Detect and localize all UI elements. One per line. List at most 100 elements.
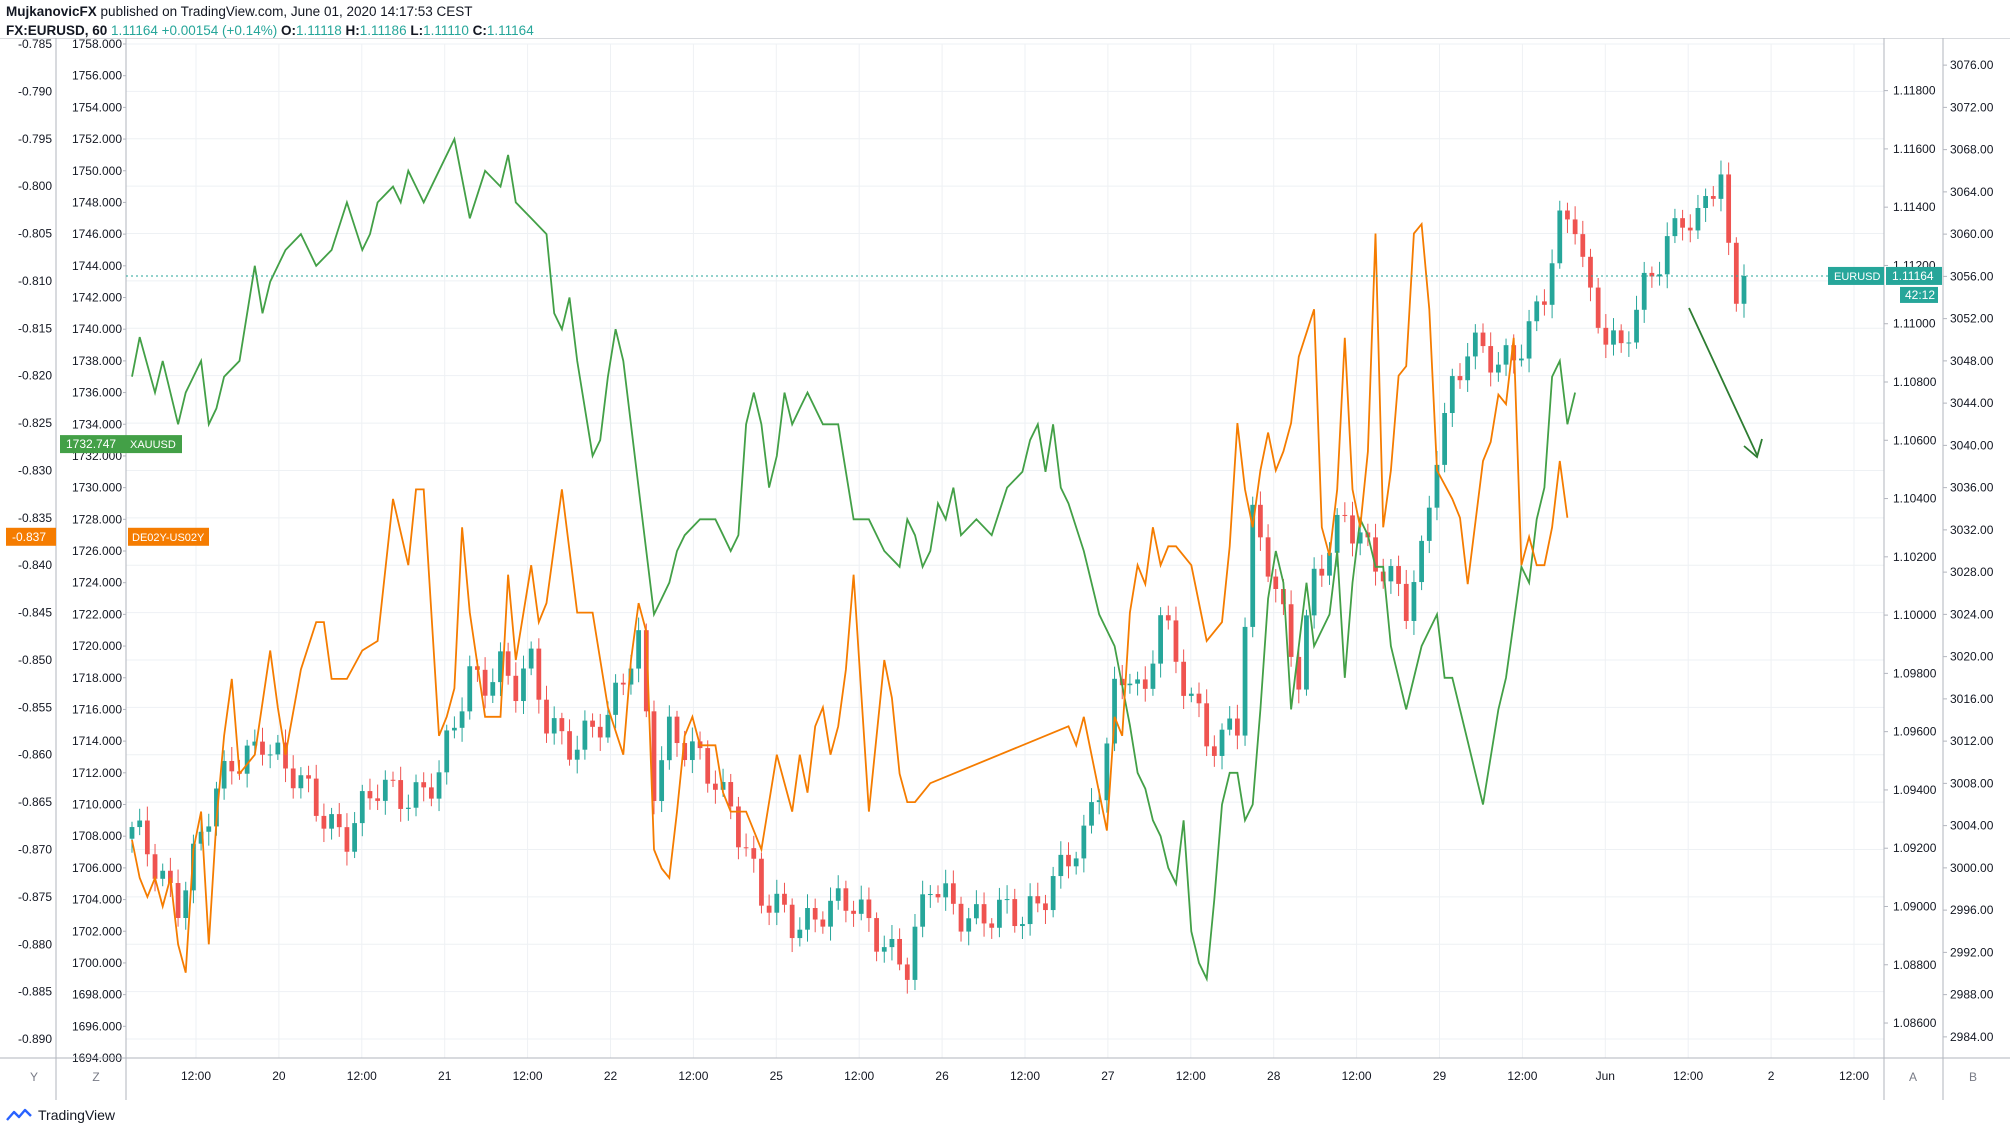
eurusd-price-value: 1.11164	[1892, 269, 1934, 283]
right-outer-tick-label: 3016.00	[1950, 692, 1994, 706]
candle-body	[260, 741, 265, 755]
right-outer-tick-label: 3004.00	[1950, 819, 1994, 833]
spread-series-name: DE02Y-US02Y	[132, 532, 205, 544]
candle-body	[1342, 514, 1348, 516]
candle-body	[352, 823, 357, 852]
left-inner-tick-label: 1726.000	[72, 544, 122, 558]
chart-canvas[interactable]: 12:00 20 12:00 21 12:00 22 12:00 25 12:00 26 12:00…	[0, 38, 2010, 1100]
left-inner-tick-label: 1748.000	[72, 195, 122, 209]
candle-body	[1050, 876, 1056, 911]
candle-body	[528, 648, 534, 669]
left-outer-tick-label: -0.845	[18, 606, 52, 620]
candle-body	[144, 820, 150, 855]
candle-body	[1357, 532, 1363, 544]
candle-body	[490, 682, 496, 696]
candle-body	[198, 831, 204, 844]
candle-body	[452, 727, 457, 731]
candle-body	[574, 749, 580, 760]
candle-body	[1035, 896, 1041, 904]
left-inner-tick-label: 1752.000	[72, 132, 122, 146]
candle-body	[674, 716, 680, 744]
candle-body	[812, 908, 818, 920]
candle-body	[851, 910, 856, 914]
x-tick-label: 12:00	[678, 1069, 708, 1083]
left-outer-tick-label: -0.865	[18, 795, 52, 809]
left-inner-tick-label: 1744.000	[72, 259, 122, 273]
publisher-name[interactable]: MujkanovicFX	[6, 4, 97, 19]
high-label: H:	[345, 23, 360, 38]
candle-body	[651, 711, 657, 801]
candle-body	[1403, 583, 1409, 621]
candle-body	[1081, 825, 1087, 859]
x-tick-label: 25	[770, 1069, 784, 1083]
candle-body	[1273, 576, 1279, 589]
candle-body	[1304, 615, 1309, 690]
x-tick-label: 12:00	[347, 1069, 377, 1083]
x-tick-label: 12:00	[1010, 1069, 1040, 1083]
candle-body	[1234, 718, 1240, 736]
candle-body	[1680, 218, 1685, 228]
x-tick-label: 12:00	[844, 1069, 874, 1083]
x-tick-label: 12:00	[1673, 1069, 1703, 1083]
left-inner-tick-label: 1702.000	[72, 924, 122, 938]
candle-body	[766, 905, 772, 913]
left-outer-tick-label: -0.785	[18, 38, 52, 51]
candle-body	[759, 858, 764, 906]
candle-body	[997, 899, 1002, 928]
symbol-label[interactable]: FX:EURUSD, 60	[6, 23, 108, 38]
candle-body	[367, 791, 373, 799]
candle-body	[1419, 540, 1424, 583]
candle-body	[1664, 236, 1670, 275]
candle-body	[1104, 743, 1110, 801]
candle-body	[359, 791, 365, 824]
x-tick-label: 12:00	[181, 1069, 211, 1083]
candle-body	[705, 748, 711, 784]
brand-name[interactable]: TradingView	[38, 1107, 116, 1123]
x-tick-label: 2	[1768, 1069, 1775, 1083]
x-tick-label: Jun	[1596, 1069, 1615, 1083]
left-inner-tick-label: 1716.000	[72, 702, 122, 716]
eurusd-price-label-bg	[1886, 266, 1942, 285]
candle-body	[1718, 174, 1724, 199]
candle-body	[628, 668, 634, 685]
candle-body	[828, 900, 833, 927]
eurusd-series-name: EURUSD	[1834, 271, 1881, 283]
right-inner-tick-label: 1.09000	[1893, 899, 1937, 913]
left-outer-tick-label: -0.855	[18, 700, 52, 714]
candle-body	[1265, 537, 1271, 577]
left-outer-tick-label: -0.810	[18, 274, 52, 288]
candle-body	[620, 682, 626, 685]
xauusd-line	[131, 136, 1576, 983]
left-inner-tick-label: 1758.000	[72, 38, 122, 51]
projection-arrow-shaft	[1688, 307, 1758, 456]
candle-body	[789, 904, 795, 939]
candle-body	[344, 827, 350, 852]
left-inner-tick-label: 1708.000	[72, 829, 122, 843]
candle-body	[1495, 364, 1501, 373]
candle-body	[567, 731, 572, 760]
candle-body	[1595, 287, 1601, 328]
left-outer-tick-label: -0.795	[18, 132, 52, 146]
candle-body	[1726, 174, 1732, 243]
candle-body	[1112, 678, 1117, 744]
candle-body	[1043, 903, 1048, 911]
x-tick-label: 21	[438, 1069, 452, 1083]
left-inner-tick-label: 1756.000	[72, 69, 122, 83]
candle-body	[666, 716, 672, 761]
candle-body	[1196, 693, 1202, 704]
left-outer-tick-label: -0.835	[18, 511, 52, 525]
candle-body	[1319, 568, 1325, 576]
candle-body	[1066, 854, 1071, 867]
candle-body	[1580, 234, 1586, 257]
candle-body	[551, 718, 557, 734]
candle-body	[1549, 263, 1555, 305]
candle-body	[1710, 196, 1716, 199]
left-inner-tick-label: 1704.000	[72, 893, 122, 907]
candle-body	[1741, 275, 1747, 304]
left-inner-tick-label: 1750.000	[72, 164, 122, 178]
candle-body	[1534, 301, 1540, 322]
candle-body	[1687, 227, 1693, 231]
candle-body	[1127, 683, 1133, 686]
candle-body	[874, 918, 879, 952]
candle-body	[1327, 552, 1332, 576]
